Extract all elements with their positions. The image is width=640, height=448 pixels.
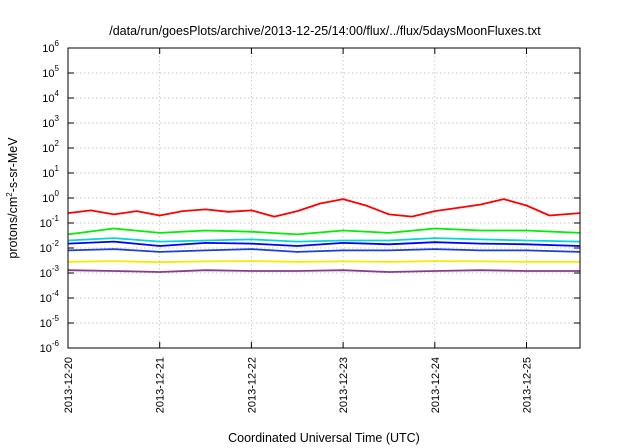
x-tick-label: 2013-12-23 [338,357,350,413]
x-tick-label: 2013-12-20 [63,357,75,413]
y-axis-ticks: 10-6 10-5 10-4 10-3 10-2 10-1 100 101 102 103 104 1… [40,39,580,355]
y-tick-label: 10-3 [40,264,60,280]
y-tick-label: 10-6 [40,339,60,355]
series-layer [67,198,581,273]
x-tick-label: 2013-12-21 [155,357,167,413]
y-tick-label: 10-5 [40,314,60,330]
y-tick-label: 10-2 [40,239,60,255]
series-line-1 [67,198,581,218]
x-tick-label: 2013-12-22 [246,357,258,413]
series-line-5 [67,248,581,253]
chart-title: /data/run/goesPlots/archive/2013-12-25/1… [109,24,541,38]
y-axis-label: protons/cm2-s-sr-MeV [5,137,20,259]
grid [67,47,580,349]
series-line-4 [67,240,581,247]
x-axis-ticks: 2013-12-20 2013-12-21 2013-12-22 2013-12-23… [63,48,534,413]
y-tick-label: 105 [42,64,59,80]
series-line-7 [67,269,580,273]
x-axis-label: Coordinated Universal Time (UTC) [228,431,420,445]
y-tick-label: 103 [42,114,59,130]
x-tick-label: 2013-12-25 [522,357,534,413]
series-line-6 [67,260,580,264]
y-tick-label: 106 [42,39,59,55]
y-tick-label: 10-1 [40,214,60,230]
series-line-2 [67,227,581,236]
y-tick-label: 10-4 [40,289,60,305]
y-tick-label: 104 [42,89,59,105]
y-tick-label: 102 [42,139,59,155]
series-line-3 [67,237,581,243]
y-tick-label: 101 [42,164,59,180]
x-tick-label: 2013-12-24 [430,357,442,413]
y-tick-label: 100 [42,189,59,205]
